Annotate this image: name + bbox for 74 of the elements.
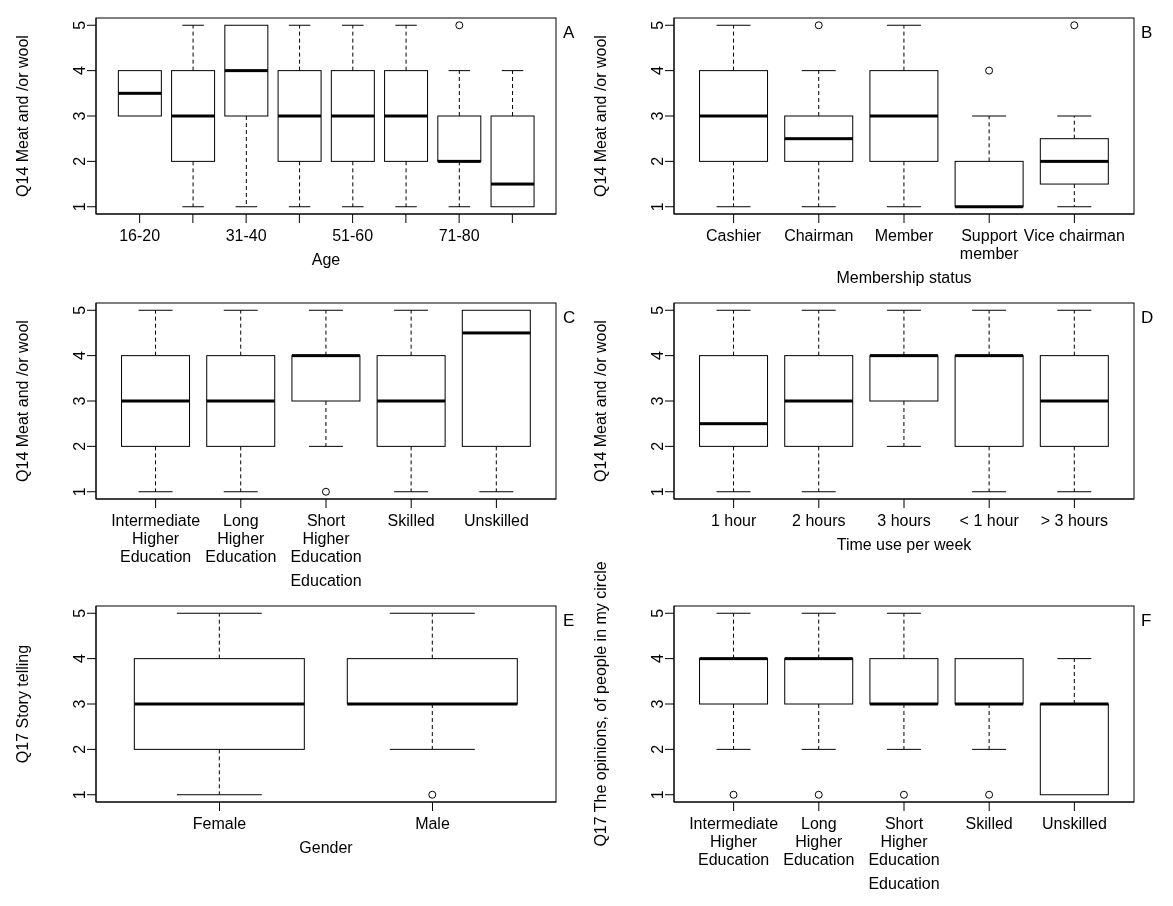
y-tick-label: 3 <box>649 111 666 121</box>
x-tick-label: Long Higher Education <box>205 511 277 565</box>
x-tick-label: Skilled <box>965 814 1013 832</box>
x-tick-label: Female <box>192 814 247 832</box>
x-tick-label: < 1 hour <box>959 511 1020 529</box>
x-tick-label: Support member <box>959 226 1020 262</box>
y-axis-title: Q17 Story telling <box>14 644 31 764</box>
y-tick-label: 4 <box>71 66 88 76</box>
y-tick-label: 4 <box>649 654 666 664</box>
y-axis-title: Q14 Meat and /or wool <box>14 35 31 197</box>
x-axis-title: Education <box>868 875 940 892</box>
y-tick-label: 2 <box>649 156 666 166</box>
x-tick-label: 16-20 <box>119 226 161 244</box>
y-tick-label: 5 <box>71 608 88 618</box>
y-tick-label: 4 <box>649 351 666 361</box>
x-tick-label: Short Higher Education <box>290 511 362 565</box>
x-tick-label: Intermediate Higher Education <box>111 511 201 565</box>
x-tick-label: Male <box>415 814 450 832</box>
x-axis-title: Gender <box>299 839 354 856</box>
y-tick-label: 3 <box>71 111 88 121</box>
chart-title: A <box>563 23 575 42</box>
y-tick-label: 1 <box>71 790 88 800</box>
x-axis-title: Education <box>290 572 362 589</box>
y-tick-label: 1 <box>71 202 88 212</box>
y-tick-label: 5 <box>649 608 666 618</box>
y-tick-label: 2 <box>649 744 666 754</box>
y-axis-title: Q14 Meat and /or wool <box>592 35 609 197</box>
y-axis-title: Q14 Meat and /or wool <box>14 320 31 482</box>
x-tick-label: > 3 hours <box>1040 511 1108 529</box>
y-tick-label: 2 <box>71 156 88 166</box>
y-tick-label: 2 <box>71 441 88 451</box>
chart-title: C <box>563 308 576 327</box>
x-axis-title: Time use per week <box>836 536 973 553</box>
x-tick-label: Unskilled <box>463 511 529 529</box>
y-tick-label: 4 <box>71 351 88 361</box>
y-tick-label: 1 <box>649 487 666 497</box>
y-tick-label: 4 <box>71 654 88 664</box>
y-tick-label: 1 <box>649 202 666 212</box>
x-tick-label: Member <box>874 226 935 244</box>
x-tick-label: 2 hours <box>792 511 846 529</box>
x-tick-label: Cashier <box>706 226 762 244</box>
x-axis-title: Membership status <box>836 269 972 286</box>
y-tick-label: 3 <box>71 699 88 709</box>
y-tick-label: 5 <box>71 305 88 315</box>
x-tick-label: Unskilled <box>1041 814 1107 832</box>
x-tick-label: Chairman <box>784 226 854 244</box>
x-tick-label: Intermediate Higher Education <box>689 814 779 868</box>
x-tick-label: Short Higher Education <box>868 814 940 868</box>
y-axis-title: Q14 Meat and /or wool <box>592 320 609 482</box>
y-tick-label: 3 <box>649 699 666 709</box>
y-tick-label: 2 <box>649 441 666 451</box>
chart-title: F <box>1141 611 1152 630</box>
y-tick-label: 1 <box>71 487 88 497</box>
x-tick-label: Skilled <box>387 511 435 529</box>
chart-title: E <box>563 611 575 630</box>
y-tick-label: 3 <box>71 396 88 406</box>
x-tick-label: 3 hours <box>877 511 931 529</box>
x-tick-label: 71-80 <box>438 226 480 244</box>
y-tick-label: 2 <box>71 744 88 754</box>
y-tick-label: 1 <box>649 790 666 800</box>
y-tick-label: 5 <box>649 305 666 315</box>
chart-title: B <box>1141 23 1153 42</box>
y-axis-title: Q17 The opinions, of people in my circle <box>592 561 609 847</box>
x-tick-label: 1 hour <box>710 511 757 529</box>
x-tick-label: 31-40 <box>225 226 267 244</box>
y-tick-label: 3 <box>649 396 666 406</box>
chart-title: D <box>1141 308 1154 327</box>
y-tick-label: 5 <box>71 20 88 30</box>
x-tick-label: 51-60 <box>332 226 374 244</box>
x-tick-label: Long Higher Education <box>783 814 855 868</box>
y-tick-label: 5 <box>649 20 666 30</box>
x-tick-label: Vice chairman <box>1023 226 1125 244</box>
y-tick-label: 4 <box>649 66 666 76</box>
x-axis-title: Age <box>311 251 341 268</box>
